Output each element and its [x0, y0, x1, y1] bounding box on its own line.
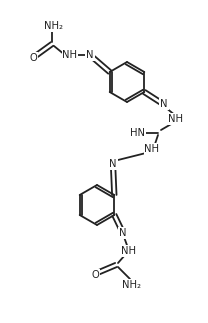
Text: N: N	[160, 99, 168, 109]
Text: O: O	[91, 270, 99, 280]
Text: N: N	[119, 228, 127, 238]
Text: N: N	[86, 50, 94, 60]
Text: NH: NH	[121, 246, 136, 256]
Text: NH₂: NH₂	[45, 21, 63, 31]
Text: N: N	[109, 159, 117, 169]
Text: NH: NH	[145, 144, 160, 154]
Text: NH: NH	[168, 114, 183, 124]
Text: HN: HN	[130, 128, 146, 138]
Text: NH₂: NH₂	[123, 280, 141, 290]
Text: O: O	[29, 53, 37, 63]
Text: NH: NH	[62, 50, 78, 60]
